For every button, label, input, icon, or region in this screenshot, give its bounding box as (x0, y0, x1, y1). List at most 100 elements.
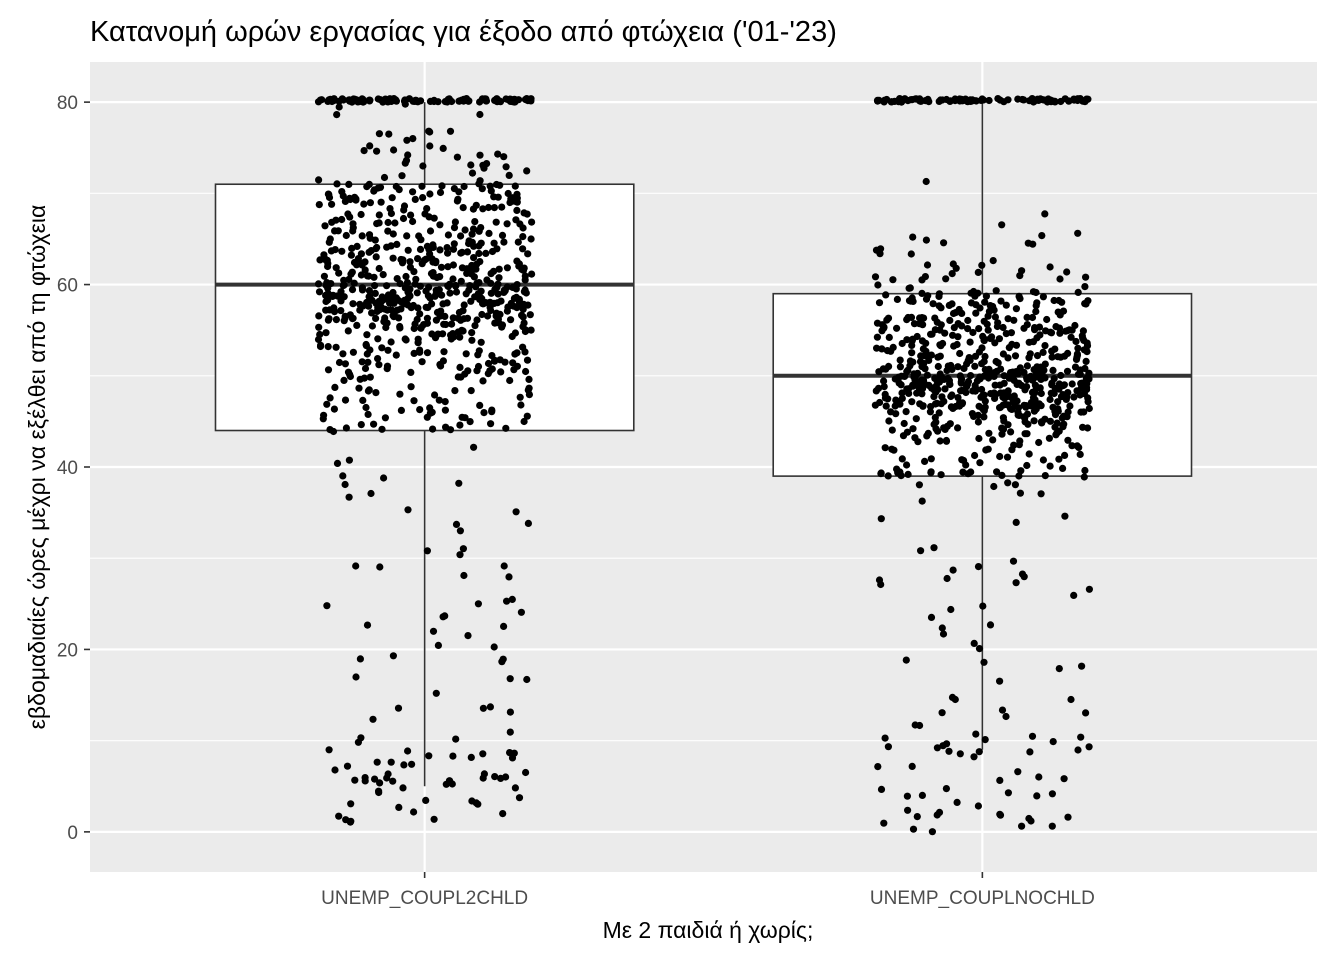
data-point-unemp-coupl2chld (333, 180, 341, 188)
data-point-unemp-coupl2chld (490, 239, 498, 247)
data-point-unemp-coupl2chld (383, 282, 391, 290)
data-point-unemp-couplnochld (974, 563, 983, 571)
data-point-unemp-coupl2chld (339, 192, 347, 200)
data-point-unemp-coupl2chld (406, 258, 414, 266)
data-point-unemp-coupl2chld (420, 256, 428, 264)
data-point-unemp-couplnochld (1060, 775, 1068, 783)
data-point-unemp-coupl2chld (332, 264, 340, 272)
data-point-unemp-couplnochld (909, 425, 917, 433)
data-point-unemp-couplnochld (894, 469, 902, 477)
data-point-unemp-coupl2chld (390, 146, 398, 154)
data-point-unemp-coupl2chld (460, 301, 468, 309)
data-point-unemp-couplnochld (891, 402, 899, 410)
data-point-unemp-coupl2chld (333, 111, 341, 119)
data-point-unemp-coupl2chld (521, 272, 529, 280)
data-point-unemp-coupl2chld (341, 480, 349, 489)
data-point-unemp-coupl2chld (504, 189, 512, 198)
data-point-unemp-coupl2chld (492, 218, 500, 226)
data-point-unemp-coupl2chld (350, 279, 358, 287)
data-point-unemp-coupl2chld (456, 551, 464, 559)
data-point-unemp-coupl2chld (520, 417, 528, 426)
data-point-unemp-couplnochld (923, 371, 932, 379)
data-point-unemp-couplnochld (1020, 96, 1028, 104)
data-point-unemp-coupl2chld (397, 406, 405, 414)
data-point-unemp-coupl2chld (524, 250, 532, 258)
data-point-unemp-couplnochld (940, 424, 948, 432)
data-point-unemp-couplnochld (918, 289, 926, 297)
data-point-unemp-coupl2chld (459, 545, 467, 553)
data-point-unemp-coupl2chld (399, 784, 407, 792)
data-point-unemp-coupl2chld (517, 608, 526, 616)
data-point-unemp-couplnochld (918, 497, 926, 505)
data-point-unemp-couplnochld (927, 455, 935, 463)
data-point-unemp-couplnochld (1057, 97, 1065, 106)
data-point-unemp-coupl2chld (358, 232, 366, 240)
data-point-unemp-couplnochld (981, 298, 989, 306)
data-point-unemp-couplnochld (1013, 380, 1021, 388)
data-point-unemp-couplnochld (986, 302, 994, 310)
data-point-unemp-coupl2chld (456, 421, 464, 429)
data-point-unemp-couplnochld (970, 639, 978, 648)
data-point-unemp-coupl2chld (437, 362, 445, 370)
data-point-unemp-couplnochld (1021, 414, 1029, 422)
data-point-unemp-couplnochld (969, 387, 977, 395)
data-point-unemp-coupl2chld (393, 240, 401, 248)
data-point-unemp-couplnochld (1041, 210, 1049, 218)
data-point-unemp-couplnochld (922, 295, 931, 303)
data-point-unemp-coupl2chld (370, 186, 378, 194)
data-point-unemp-coupl2chld (396, 280, 404, 288)
data-point-unemp-couplnochld (922, 236, 931, 244)
data-point-unemp-couplnochld (875, 576, 884, 584)
data-point-unemp-couplnochld (1048, 353, 1056, 361)
data-point-unemp-couplnochld (1010, 392, 1018, 400)
data-point-unemp-coupl2chld (330, 405, 338, 413)
data-point-unemp-couplnochld (964, 356, 972, 365)
data-point-unemp-couplnochld (1055, 324, 1064, 332)
data-point-unemp-couplnochld (1016, 489, 1024, 497)
data-point-unemp-couplnochld (946, 420, 954, 428)
data-point-unemp-couplnochld (930, 544, 938, 552)
data-point-unemp-coupl2chld (352, 195, 360, 203)
data-point-unemp-coupl2chld (364, 410, 372, 418)
data-point-unemp-coupl2chld (349, 300, 357, 308)
data-point-unemp-coupl2chld (342, 424, 350, 432)
data-point-unemp-coupl2chld (434, 641, 442, 650)
data-point-unemp-couplnochld (1056, 275, 1064, 283)
data-point-unemp-couplnochld (913, 332, 921, 341)
data-point-unemp-coupl2chld (339, 472, 347, 480)
data-point-unemp-couplnochld (1066, 402, 1074, 410)
data-point-unemp-coupl2chld (411, 195, 419, 203)
data-point-unemp-coupl2chld (327, 247, 335, 255)
data-point-unemp-coupl2chld (362, 403, 370, 412)
data-point-unemp-coupl2chld (387, 242, 395, 250)
data-point-unemp-coupl2chld (508, 595, 516, 604)
data-point-unemp-couplnochld (1030, 417, 1038, 425)
data-point-unemp-couplnochld (1028, 388, 1037, 396)
data-point-unemp-couplnochld (1009, 398, 1017, 406)
data-point-unemp-coupl2chld (404, 246, 412, 254)
data-point-unemp-coupl2chld (361, 364, 370, 373)
data-point-unemp-coupl2chld (451, 218, 459, 226)
data-point-unemp-coupl2chld (503, 264, 511, 272)
data-point-unemp-couplnochld (902, 408, 910, 416)
data-point-unemp-couplnochld (1077, 733, 1085, 741)
y-tick-label: 40 (57, 458, 78, 479)
data-point-unemp-coupl2chld (341, 360, 349, 368)
data-point-unemp-coupl2chld (348, 244, 356, 252)
data-point-unemp-couplnochld (909, 382, 917, 390)
data-point-unemp-coupl2chld (477, 239, 485, 247)
data-point-unemp-coupl2chld (520, 300, 528, 308)
data-point-unemp-couplnochld (1068, 442, 1076, 450)
data-point-unemp-coupl2chld (363, 621, 372, 629)
data-point-unemp-couplnochld (892, 410, 900, 418)
data-point-unemp-couplnochld (1077, 379, 1085, 388)
data-point-unemp-couplnochld (1041, 342, 1049, 350)
data-point-unemp-coupl2chld (384, 227, 392, 235)
data-point-unemp-coupl2chld (479, 704, 487, 712)
data-point-unemp-coupl2chld (378, 344, 386, 352)
data-point-unemp-coupl2chld (333, 459, 342, 467)
data-point-unemp-coupl2chld (524, 386, 532, 394)
data-point-unemp-coupl2chld (450, 224, 459, 232)
data-point-unemp-couplnochld (1002, 301, 1010, 309)
data-point-unemp-coupl2chld (513, 362, 522, 370)
